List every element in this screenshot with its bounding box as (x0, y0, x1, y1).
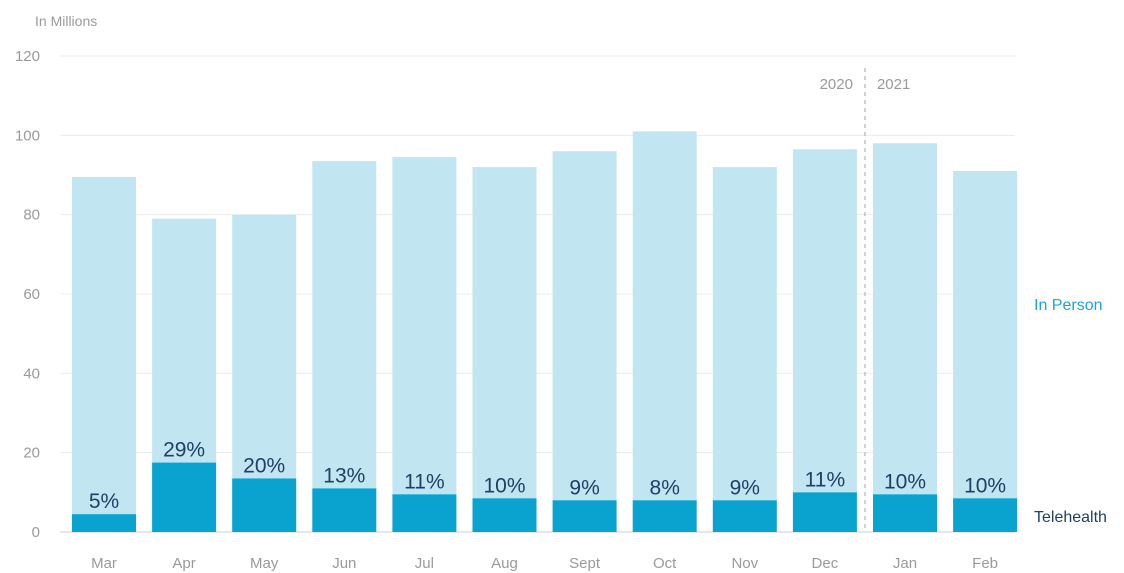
bars (72, 131, 1018, 532)
bar-telehealth-sept (552, 500, 617, 532)
data-label-may: 20% (243, 454, 285, 477)
data-label-jan: 10% (884, 470, 926, 493)
x-tick-label-sept: Sept (569, 555, 601, 572)
bar-in-person-oct (632, 131, 697, 501)
x-axis: Mar Apr May Jun Jul Aug Sept Oct Nov Dec Jan Feb (91, 555, 998, 572)
x-tick-label-dec: Dec (812, 555, 839, 572)
data-label-aug: 10% (483, 474, 525, 497)
bar-in-person-dec (792, 149, 857, 493)
x-tick-label-oct: Oct (653, 555, 677, 572)
bar-in-person-feb (953, 171, 1018, 499)
x-tick-label-jul: Jul (415, 555, 434, 572)
bar-in-person-mar (72, 176, 136, 515)
y-tick-label: 0 (32, 524, 40, 541)
x-tick-label-jan: Jan (893, 555, 917, 572)
bar-in-person-nov (712, 167, 777, 501)
data-label-dec: 11% (805, 468, 845, 491)
legend-telehealth: Telehealth (1034, 509, 1107, 526)
x-tick-label-jun: Jun (332, 555, 356, 572)
x-tick-label-nov: Nov (731, 555, 758, 572)
x-tick-label-may: May (250, 555, 279, 572)
bar-telehealth-may (232, 478, 297, 532)
data-label-feb: 10% (964, 474, 1006, 497)
bar-telehealth-feb (953, 498, 1018, 532)
year-label-left: 2020 (820, 76, 853, 93)
y-tick-label: 40 (23, 365, 40, 382)
bar-in-person-may (232, 214, 297, 479)
bar-in-person-jun (312, 161, 377, 489)
bar-telehealth-nov (712, 500, 777, 532)
gridlines (60, 55, 1015, 533)
bar-telehealth-oct (632, 500, 697, 532)
bar-telehealth-mar (72, 514, 136, 532)
bar-in-person-jan (873, 143, 937, 495)
y-tick-label: 100 (15, 127, 40, 144)
bar-in-person-sept (552, 151, 617, 501)
x-tick-label-aug: Aug (491, 555, 518, 572)
y-tick-label: 20 (23, 445, 40, 462)
x-tick-label-apr: Apr (172, 555, 195, 572)
data-label-mar: 5% (89, 490, 119, 513)
data-label-apr: 29% (163, 439, 205, 462)
data-label-jul: 11% (404, 470, 444, 493)
bar-telehealth-apr (152, 462, 217, 532)
legend-in-person: In Person (1034, 297, 1102, 314)
bar-telehealth-aug (472, 498, 537, 532)
x-tick-label-mar: Mar (91, 555, 117, 572)
data-label-sept: 9% (569, 476, 599, 499)
data-label-oct: 8% (650, 476, 680, 499)
data-labels: 5% 29% 20% 13% 11% 10% 9% 8% 9% 11% 10% 10% (89, 439, 1006, 514)
y-tick-label: 60 (23, 286, 40, 303)
bar-in-person-jul (392, 157, 457, 495)
units-label: In Millions (35, 13, 97, 29)
data-label-jun: 13% (323, 464, 365, 487)
y-axis: 0 20 40 60 80 100 120 (15, 48, 40, 541)
y-tick-label: 120 (15, 48, 40, 65)
bar-in-person-aug (472, 167, 537, 499)
bar-telehealth-dec (792, 492, 857, 532)
data-label-nov: 9% (730, 476, 760, 499)
bar-telehealth-jan (873, 494, 937, 532)
year-divider: 2020 2021 (820, 68, 910, 532)
bar-telehealth-jun (312, 488, 377, 532)
bar-telehealth-jul (392, 494, 457, 532)
x-tick-label-feb: Feb (972, 555, 998, 572)
y-tick-label: 80 (23, 207, 40, 224)
bar-in-person-apr (152, 218, 217, 463)
year-label-right: 2021 (877, 76, 910, 93)
